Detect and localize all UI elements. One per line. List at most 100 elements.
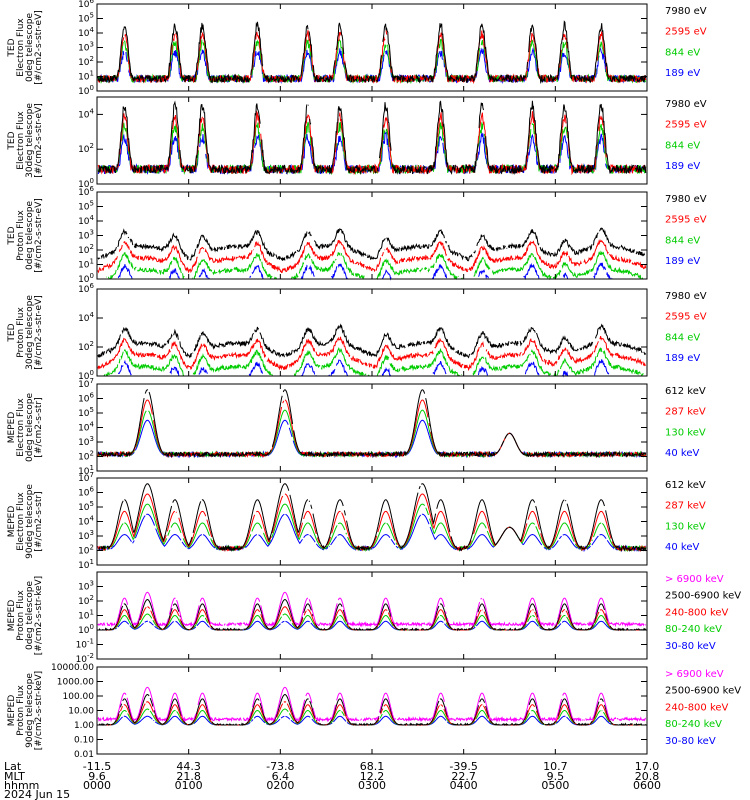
y-label-line: TED (7, 131, 17, 150)
legend-entry: 7980 eV (665, 291, 707, 302)
y-tick-label: 104 (78, 26, 94, 39)
panel-frame (96, 383, 648, 472)
y-tick-label: 103 (78, 435, 94, 448)
y-axis-label: TED Electron Flux 0deg telescope [#/cm2-s-s… (7, 10, 44, 85)
legend-entry: 80-240 keV (665, 719, 722, 730)
legend-entry: 189 eV (665, 353, 700, 364)
x-mlt-value: 6.4 (272, 770, 290, 783)
x-hhmm-value: 0500 (541, 779, 569, 792)
y-tick-label: 101 (78, 558, 94, 571)
panel-frame (96, 191, 648, 280)
y-tick-label: 103 (78, 529, 94, 542)
y-label-line: [#/cm2-s-str] (34, 397, 44, 457)
y-tick-label: 101 (78, 464, 94, 477)
series-612-kev (97, 389, 647, 459)
y-tick-label: 1.00 (74, 721, 94, 731)
legend-entry: 189 eV (665, 256, 700, 267)
series-240-800-kev (97, 606, 646, 631)
y-axis-label: MEPED Electron Flux 0deg telescope [#/cm2-s… (7, 393, 44, 463)
y-tick-label: 10.00 (68, 707, 94, 717)
y-label-line: Proton Flux (16, 307, 26, 358)
x-hhmm-value: 0200 (266, 779, 294, 792)
series-7980-ev (97, 20, 647, 85)
y-tick-label: 104 (78, 421, 94, 434)
legend-entry: 130 keV (665, 521, 706, 532)
legend-entry: 130 keV (665, 427, 706, 438)
y-label-line: [#/cm2-s-str-keV] (34, 671, 44, 750)
y-label-line: 30deg telescope (25, 103, 35, 178)
y-label-line: 90deg telescope (25, 673, 35, 748)
legend-entry: 30-80 keV (665, 641, 716, 652)
y-axis-label: TED Proton Flux 30deg telescope [#/cm2-s-st… (7, 295, 44, 370)
legend-entry: 844 eV (665, 140, 700, 151)
x-mlt-value: 20.8 (635, 770, 660, 783)
y-tick-label: 0.01 (74, 750, 94, 760)
y-tick-label: 106 (78, 185, 94, 198)
series-2595-ev (97, 336, 646, 372)
x-row-label-mlt: MLT (4, 770, 25, 783)
y-tick-label: 106 (78, 0, 94, 10)
series--6900-kev (97, 591, 647, 628)
x-hhmm-value: 0300 (358, 779, 386, 792)
x-hhmm-value: 0600 (633, 779, 661, 792)
x-mlt-value: 9.6 (88, 770, 106, 783)
series-7980-ev (97, 323, 647, 359)
y-label-line: 0deg telescope (25, 13, 35, 83)
y-label-line: [#/cm2-s-str-eV] (34, 10, 44, 85)
y-tick-label: 101 (78, 609, 94, 622)
y-label-line: [#/cm2-s-str-eV] (34, 103, 44, 178)
x-lat-value: 68.1 (360, 760, 385, 773)
y-tick-label: 106 (78, 486, 94, 499)
x-lat-value: -39.5 (449, 760, 477, 773)
y-label-line: MEPED (7, 695, 17, 727)
x-lat-value: -73.8 (266, 760, 294, 773)
x-mlt-value: 12.2 (360, 770, 385, 783)
y-axis-label: MEPED Proton Flux 90deg telescope [#/cm2-s-… (7, 671, 44, 750)
y-label-line: Electron Flux (16, 111, 26, 170)
legend-entry: 7980 eV (665, 6, 707, 17)
y-tick-label: 105 (78, 500, 94, 513)
y-axis-label: TED Proton Flux 0deg telescope [#/cm2-s-str… (7, 198, 44, 273)
y-tick-label: 102 (78, 594, 94, 607)
y-tick-label: 106 (78, 282, 94, 295)
y-label-line: Proton Flux (16, 590, 26, 641)
x-hhmm-value: 0000 (83, 779, 111, 792)
y-tick-label: 100 (78, 369, 94, 382)
y-label-line: TED (7, 323, 17, 342)
y-label-line: [#/cm2-s-str-keV] (34, 576, 44, 655)
series-130-kev (97, 409, 647, 459)
y-tick-label: 100 (78, 84, 94, 97)
x-date-label: 2024 Jun 15 (4, 788, 70, 800)
y-tick-label: 107 (78, 377, 94, 390)
y-tick-label: 104 (78, 107, 94, 120)
series-287-kev (97, 493, 646, 553)
series-2500-6900-kev (97, 598, 647, 632)
x-mlt-value: 21.8 (176, 770, 201, 783)
y-label-line: MEPED (7, 600, 17, 632)
y-label-line: Electron Flux (16, 492, 26, 551)
x-lat-value: 10.7 (543, 760, 568, 773)
series-189-ev (117, 262, 613, 281)
legend-entry: 2595 eV (665, 120, 707, 131)
legend-entry: 2500-6900 keV (665, 591, 741, 602)
y-tick-label: 101 (78, 258, 94, 271)
panel-4: 100 102 104 106 TED Proton Flux 30deg telescop… (7, 282, 707, 382)
series-7980-ev (97, 100, 647, 175)
y-label-line: MEPED (7, 506, 17, 538)
legend-entry: 40 keV (665, 448, 699, 459)
series-287-kev (97, 399, 647, 459)
x-lat-value: 44.3 (176, 760, 201, 773)
series-130-kev (98, 503, 647, 553)
y-tick-label: 105 (78, 12, 94, 25)
legend-entry: > 6900 keV (665, 669, 724, 680)
legend-entry: 7980 eV (665, 99, 707, 110)
x-hhmm-value: 0100 (175, 779, 203, 792)
legend-entry: 80-240 keV (665, 624, 722, 635)
y-tick-label: 103 (78, 229, 94, 242)
